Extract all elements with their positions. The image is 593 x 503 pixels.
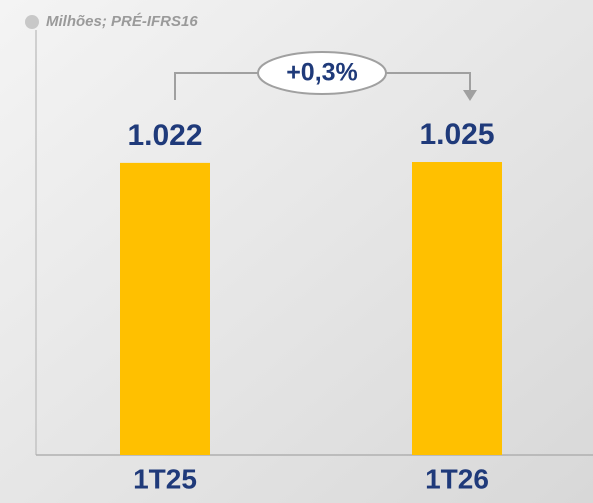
x-tick-label: 1T26	[425, 463, 489, 494]
change-label: +0,3%	[286, 59, 358, 87]
subtitle-dot	[25, 15, 39, 29]
subtitle: Milhões; PRÉ-IFRS16	[46, 13, 198, 30]
value-label: 1.025	[419, 118, 494, 151]
value-label: 1.022	[127, 119, 202, 152]
bar	[412, 162, 502, 456]
bar	[120, 162, 210, 455]
x-tick-label: 1T25	[133, 463, 197, 494]
change-arrow	[463, 90, 477, 101]
change-badge	[257, 51, 387, 95]
